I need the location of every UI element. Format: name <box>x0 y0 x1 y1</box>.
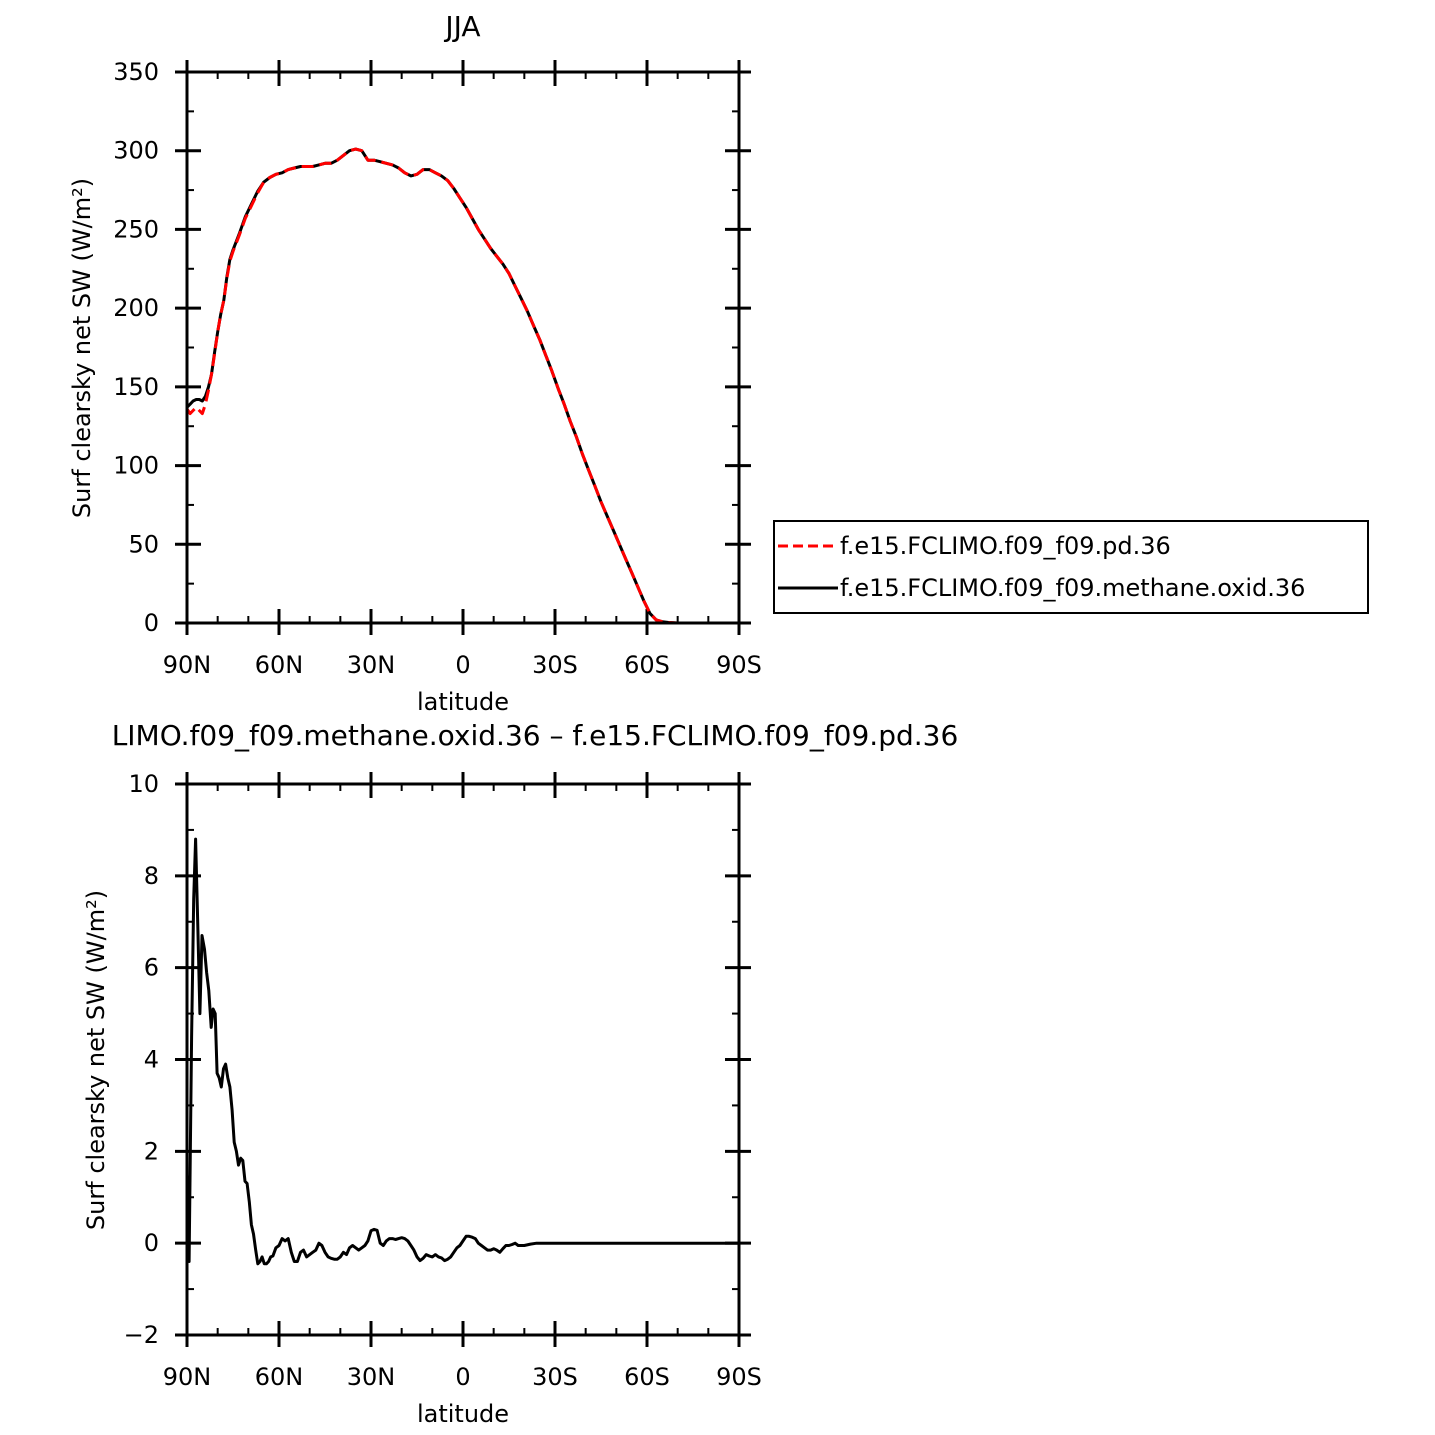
top-plot-frame <box>185 70 741 625</box>
top-x-tick-label: 90N <box>163 651 212 679</box>
legend-label-pd: f.e15.FCLIMO.f09_f09.pd.36 <box>840 532 1171 560</box>
bottom-chart-title: LIMO.f09_f09.methane.oxid.36 – f.e15.FCL… <box>112 719 959 752</box>
top-series-line-0 <box>185 147 739 625</box>
bottom-panel: LIMO.f09_f09.methane.oxid.36 – f.e15.FCL… <box>82 719 958 1428</box>
legend-label-methane: f.e15.FCLIMO.f09_f09.methane.oxid.36 <box>840 574 1305 602</box>
top-x-tick-label: 90S <box>716 651 762 679</box>
bottom-y-tick-label: 6 <box>144 954 159 982</box>
bottom-y-tick-label: 10 <box>128 770 159 798</box>
top-series-line-1 <box>185 147 739 625</box>
top-y-tick-label: 150 <box>113 373 159 401</box>
bottom-y-axis-title: Surf clearsky net SW (W/m²) <box>82 890 110 1230</box>
bottom-plot-frame <box>185 782 741 1337</box>
top-chart-title: JJA <box>443 10 480 43</box>
bottom-x-tick-label: 60S <box>624 1363 670 1391</box>
bottom-y-tick-label: 4 <box>144 1046 159 1074</box>
bottom-y-tick-label: −2 <box>124 1321 159 1349</box>
bottom-x-axis-title: latitude <box>417 1400 509 1428</box>
bottom-y-tick-label: 8 <box>144 862 159 890</box>
bottom-x-tick-label: 90S <box>716 1363 762 1391</box>
top-x-tick-label: 30N <box>347 651 396 679</box>
bottom-x-tick-label: 30S <box>532 1363 578 1391</box>
top-y-tick-label: 250 <box>113 215 159 243</box>
top-series-group <box>185 147 739 625</box>
top-y-tick-label: 100 <box>113 452 159 480</box>
top-x-tick-label: 60N <box>255 651 304 679</box>
top-y-tick-label: 350 <box>113 58 159 86</box>
top-y-tick-label: 50 <box>128 530 159 558</box>
bottom-y-tick-label: 0 <box>144 1229 159 1257</box>
top-y-tick-label: 200 <box>113 294 159 322</box>
top-panel: JJA 90N 60N 30N 0 30S 60S 90S 0 50 100 150 200 250 30… <box>68 10 762 716</box>
bottom-x-tick-label: 0 <box>455 1363 470 1391</box>
bottom-y-tick-label: 2 <box>144 1137 159 1165</box>
top-y-tick-label: 0 <box>144 609 159 637</box>
bottom-x-tick-label: 90N <box>163 1363 212 1391</box>
bottom-series-line-0 <box>185 837 739 1266</box>
bottom-series-group <box>185 837 739 1266</box>
top-x-axis-title: latitude <box>417 688 509 716</box>
top-y-axis-title: Surf clearsky net SW (W/m²) <box>68 178 96 518</box>
bottom-x-tick-label: 30N <box>347 1363 396 1391</box>
top-x-tick-label: 0 <box>455 651 470 679</box>
top-y-tick-label: 300 <box>113 137 159 165</box>
top-axes: 90N 60N 30N 0 30S 60S 90S 0 50 100 150 200 250 300 350 <box>113 58 762 679</box>
top-x-tick-label: 30S <box>532 651 578 679</box>
top-x-tick-label: 60S <box>624 651 670 679</box>
legend-box <box>773 520 1369 614</box>
legend: f.e15.FCLIMO.f09_f09.pd.36 f.e15.FCLIMO.… <box>773 520 1369 614</box>
bottom-x-tick-label: 60N <box>255 1363 304 1391</box>
